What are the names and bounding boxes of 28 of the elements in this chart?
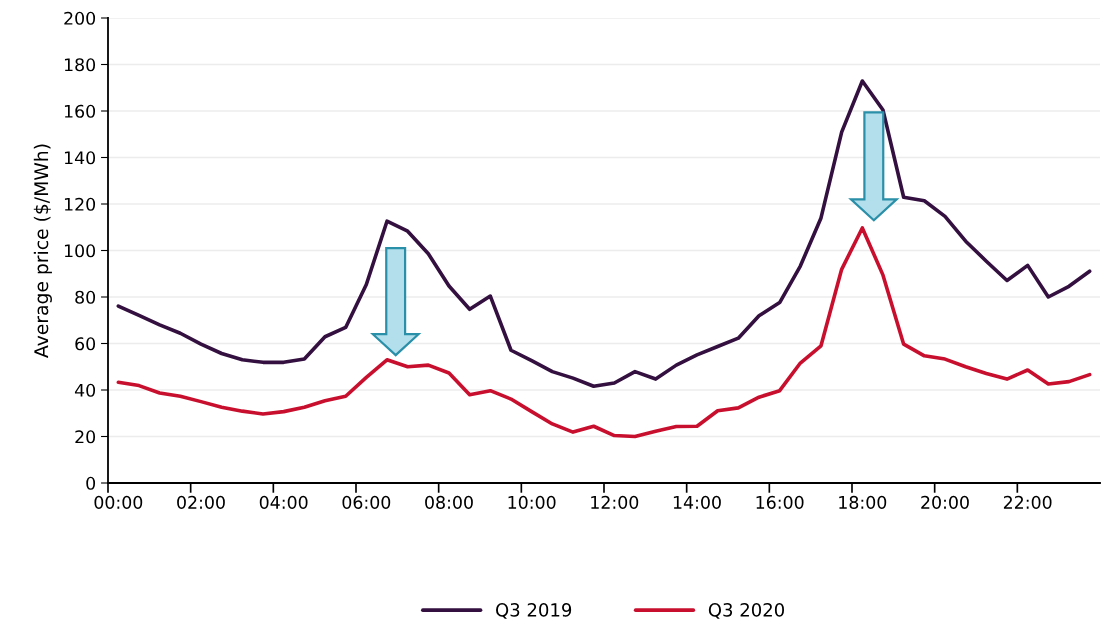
x-tick-label: 10:00 bbox=[508, 495, 556, 509]
legend-label: Q3 2020 bbox=[708, 603, 785, 619]
x-tick-label: 14:00 bbox=[673, 495, 721, 509]
x-tick-label: 00:00 bbox=[94, 495, 143, 509]
y-tick-label: 40 bbox=[74, 383, 96, 397]
y-tick-label: 20 bbox=[75, 430, 96, 444]
x-tick-label: 04:00 bbox=[259, 495, 308, 509]
x-tick-label: 02:00 bbox=[177, 495, 225, 509]
y-tick-label: 0 bbox=[86, 476, 96, 490]
y-tick-label: 180 bbox=[64, 58, 96, 72]
y-tick-label: 100 bbox=[64, 244, 96, 258]
x-tick-label: 06:00 bbox=[342, 495, 391, 509]
y-tick-label: 60 bbox=[75, 337, 96, 351]
y-axis-title: Average price ($/MWh) bbox=[33, 144, 52, 358]
x-tick-label: 16:00 bbox=[756, 495, 804, 509]
x-tick-label: 22:00 bbox=[1003, 495, 1052, 509]
y-tick-label: 200 bbox=[64, 11, 96, 25]
y-tick-label: 120 bbox=[64, 197, 96, 211]
y-tick-label: 140 bbox=[64, 151, 96, 165]
x-tick-label: 12:00 bbox=[591, 495, 639, 509]
y-tick-label: 80 bbox=[75, 290, 96, 304]
line-series bbox=[116, 226, 1092, 439]
y-tick-label: 160 bbox=[64, 104, 96, 118]
line-series bbox=[116, 79, 1092, 389]
legend-label: Q3 2019 bbox=[496, 603, 572, 619]
x-tick-label: 08:00 bbox=[425, 495, 473, 509]
x-tick-label: 20:00 bbox=[921, 495, 969, 509]
x-tick-label: 18:00 bbox=[839, 495, 887, 509]
